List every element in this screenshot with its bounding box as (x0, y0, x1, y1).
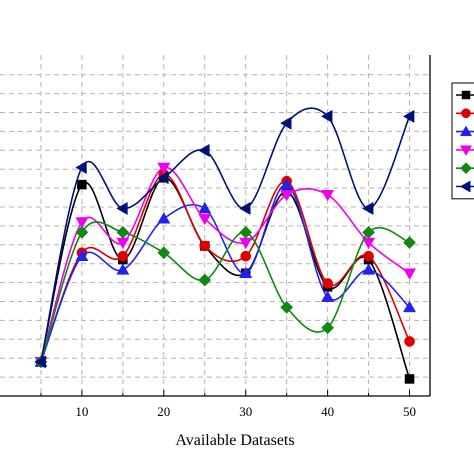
data-point (321, 290, 335, 302)
legend-box (451, 82, 474, 200)
data-point (198, 201, 212, 214)
data-point (280, 177, 294, 190)
data-point (362, 225, 376, 239)
series-line (40, 183, 411, 363)
legend-marker (459, 125, 473, 137)
data-point (77, 179, 87, 190)
series-group (34, 107, 417, 384)
series-line (40, 221, 410, 363)
x-axis-title: Available Datasets (175, 432, 294, 449)
x-tick-labels: 10 20 30 40 50 (75, 404, 416, 419)
x-tick-label: 40 (321, 404, 334, 419)
data-point (280, 189, 294, 202)
data-point (402, 268, 417, 280)
data-point (157, 171, 169, 185)
x-tick-label: 20 (157, 404, 170, 419)
data-point (116, 263, 130, 275)
data-point (361, 201, 374, 215)
data-point (239, 225, 253, 239)
data-point (322, 278, 333, 289)
data-point (239, 266, 253, 279)
series-line (40, 173, 411, 363)
data-point (75, 217, 89, 229)
data-point (198, 213, 212, 226)
data-point (402, 109, 415, 123)
data-point (280, 116, 292, 130)
data-point (75, 249, 89, 262)
data-point (403, 236, 416, 250)
data-point (280, 300, 294, 314)
legend-marker (461, 90, 471, 100)
legend-marker (459, 180, 471, 193)
data-point (404, 336, 415, 347)
series-5 (34, 221, 416, 369)
data-point (117, 250, 129, 262)
data-point (240, 250, 252, 262)
x-tick-label: 30 (239, 404, 252, 419)
data-point (116, 201, 128, 215)
data-point (157, 162, 171, 175)
data-point (34, 355, 46, 369)
x-tick-label: 50 (403, 404, 416, 419)
data-point (363, 250, 374, 262)
data-point (198, 143, 210, 158)
data-point (321, 109, 333, 123)
series-1 (36, 173, 415, 384)
data-point (199, 240, 211, 252)
data-point (75, 225, 89, 239)
legend-marker (461, 108, 471, 119)
series-4 (34, 162, 417, 369)
legend-marker (459, 145, 473, 157)
legend-marker (460, 162, 472, 175)
series-line (40, 107, 411, 363)
axes (0, 55, 431, 397)
data-point (362, 263, 376, 275)
grid (0, 55, 430, 396)
data-point (404, 374, 415, 384)
data-point (116, 225, 130, 239)
x-tick-label: 10 (75, 404, 88, 419)
data-point (75, 160, 87, 175)
legend (451, 82, 474, 200)
data-point (402, 300, 417, 313)
data-point (321, 189, 335, 202)
series-6 (34, 107, 415, 369)
data-point (239, 201, 251, 215)
data-point (198, 273, 212, 287)
series-line (40, 176, 411, 380)
data-point (157, 246, 171, 260)
data-point (321, 321, 335, 335)
data-point (157, 212, 171, 224)
